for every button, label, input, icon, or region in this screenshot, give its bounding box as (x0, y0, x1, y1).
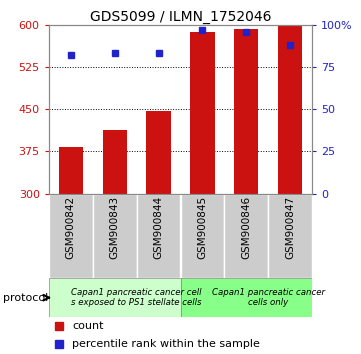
Text: GSM900843: GSM900843 (110, 196, 119, 259)
Bar (103, 130, 127, 194)
Bar (49, 278, 180, 317)
Text: Capan1 pancreatic cancer cell
s exposed to PS1 stellate cells: Capan1 pancreatic cancer cell s exposed … (71, 288, 202, 307)
Text: protocol: protocol (3, 293, 48, 303)
Text: Capan1 pancreatic cancer
cells only: Capan1 pancreatic cancer cells only (212, 288, 325, 307)
Bar (49, 194, 93, 278)
Bar (147, 111, 171, 194)
Bar (136, 194, 180, 278)
Text: count: count (73, 321, 104, 331)
Bar (58, 147, 83, 194)
Bar (225, 194, 268, 278)
Bar (268, 194, 312, 278)
Text: percentile rank within the sample: percentile rank within the sample (73, 339, 260, 349)
Text: GSM900844: GSM900844 (153, 196, 164, 259)
Bar (180, 194, 225, 278)
Text: GSM900847: GSM900847 (285, 196, 295, 259)
Bar (190, 32, 214, 194)
Bar (234, 29, 258, 194)
Bar (180, 278, 312, 317)
Text: GSM900845: GSM900845 (197, 196, 208, 259)
Bar (278, 27, 303, 194)
Text: GSM900842: GSM900842 (66, 196, 76, 259)
Text: GSM900846: GSM900846 (242, 196, 251, 259)
Bar (93, 194, 136, 278)
Title: GDS5099 / ILMN_1752046: GDS5099 / ILMN_1752046 (90, 10, 271, 24)
